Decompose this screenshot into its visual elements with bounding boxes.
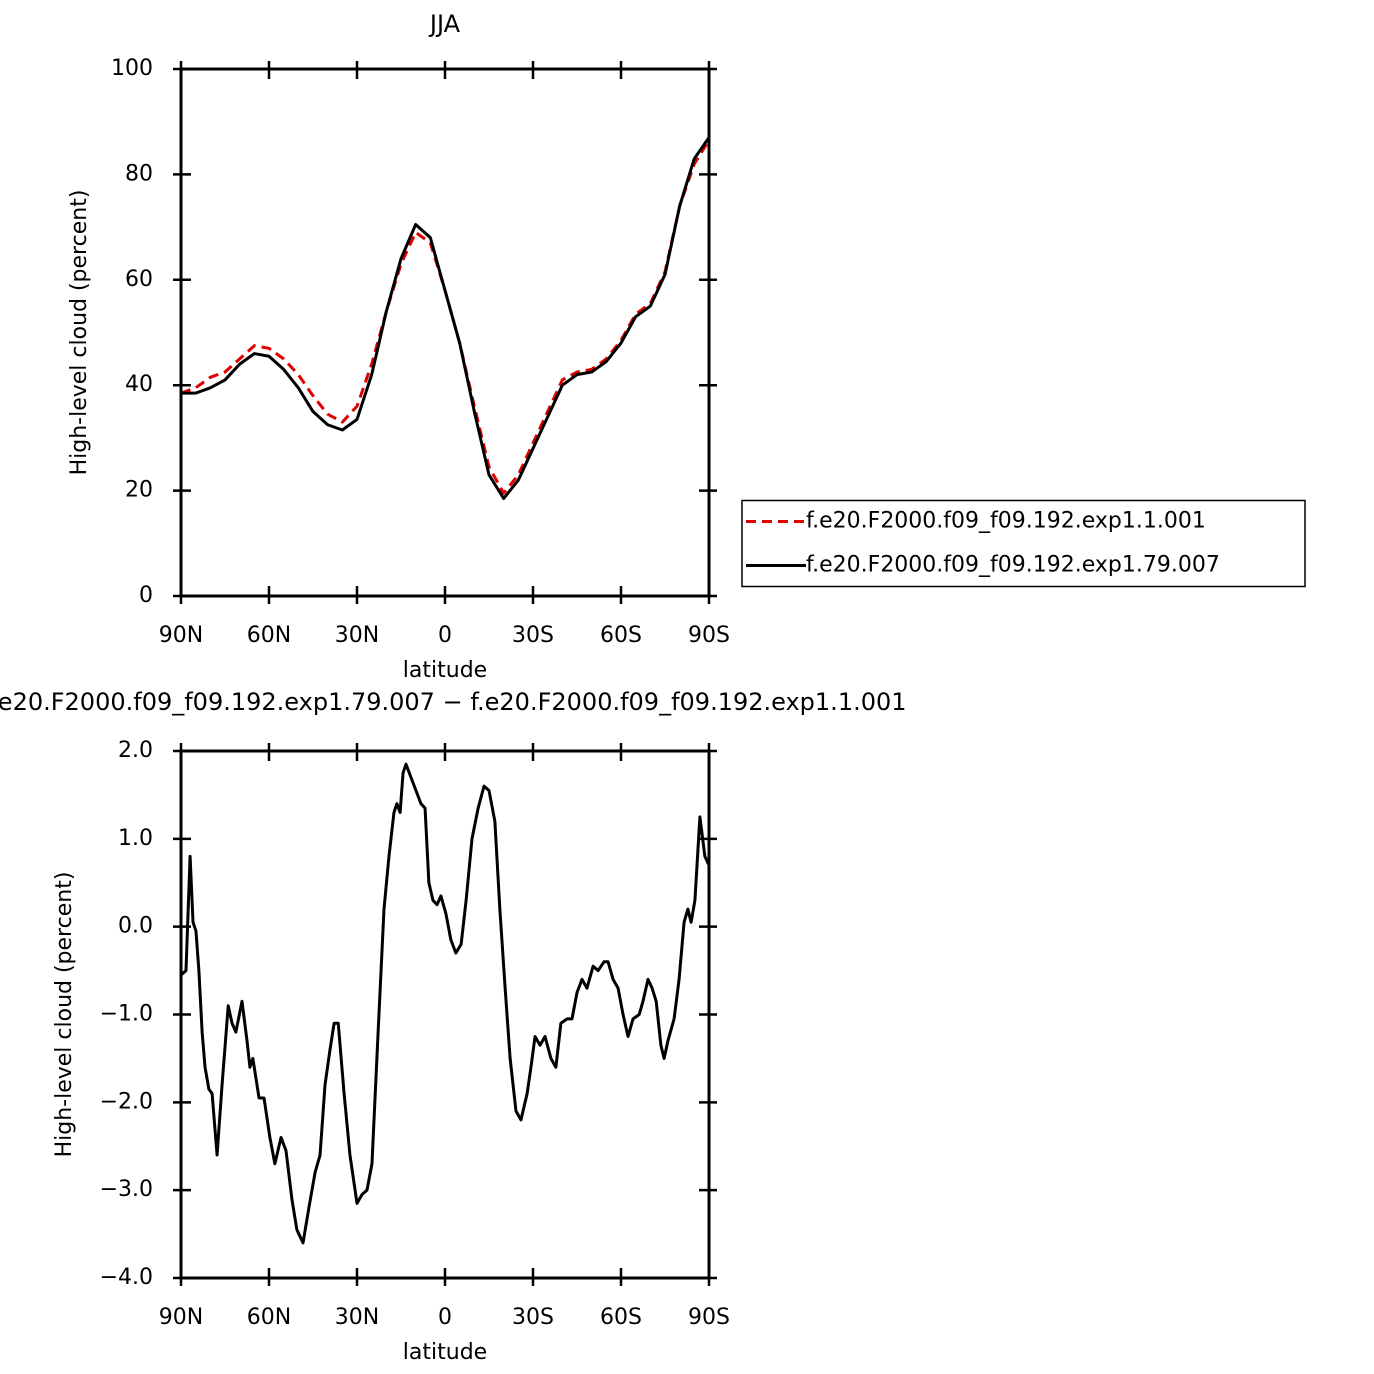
y-tick-label: −2.0 xyxy=(100,1089,153,1114)
y-tick-label: −3.0 xyxy=(100,1177,153,1202)
x-tick-label: 30S xyxy=(512,1305,554,1330)
data-line xyxy=(180,139,711,495)
y-tick-label: 1.0 xyxy=(118,826,153,851)
x-tick-label: 90N xyxy=(159,1305,203,1330)
x-axis-label: latitude xyxy=(403,1340,487,1365)
x-tick-label: 0 xyxy=(438,1305,452,1330)
y-tick-label: 2.0 xyxy=(118,738,153,763)
chart-title: JJA xyxy=(428,10,461,38)
y-tick-label: 0 xyxy=(139,583,153,608)
legend-label: f.e20.F2000.f09_f09.192.exp1.79.007 xyxy=(806,553,1220,578)
legend-label: f.e20.F2000.f09_f09.192.exp1.1.001 xyxy=(806,509,1206,534)
data-line xyxy=(180,762,711,1245)
x-tick-label: 60N xyxy=(247,623,291,648)
legend-box xyxy=(741,499,1306,588)
x-tick-label: 90N xyxy=(159,623,203,648)
y-tick-label: 60 xyxy=(125,267,153,292)
data-line xyxy=(181,136,711,500)
y-tick-label: 40 xyxy=(125,372,153,397)
x-tick-label: 90S xyxy=(688,623,730,648)
y-tick-label: −4.0 xyxy=(100,1265,153,1290)
x-tick-label: 60N xyxy=(247,1305,291,1330)
y-tick-label: 80 xyxy=(125,161,153,186)
y-axis-label: High-level cloud (percent) xyxy=(67,190,92,476)
y-tick-label: −1.0 xyxy=(100,1002,153,1027)
x-tick-label: 30S xyxy=(512,623,554,648)
x-tick-label: 90S xyxy=(688,1305,730,1330)
y-tick-label: 0.0 xyxy=(118,914,153,939)
plot-frame xyxy=(179,749,711,1280)
y-tick-label: 20 xyxy=(125,478,153,503)
plot-frame xyxy=(179,67,711,598)
y-axis-label: High-level cloud (percent) xyxy=(52,872,77,1158)
x-tick-label: 60S xyxy=(600,623,642,648)
x-tick-label: 30N xyxy=(335,623,379,648)
chart-title: f.e20.F2000.f09_f09.192.exp1.79.007 − f.… xyxy=(0,688,907,716)
y-tick-label: 100 xyxy=(111,56,153,81)
x-tick-label: 0 xyxy=(438,623,452,648)
legend: f.e20.F2000.f09_f09.192.exp1.1.001 f.e20.… xyxy=(741,499,1306,588)
x-tick-label: 60S xyxy=(600,1305,642,1330)
x-tick-label: 30N xyxy=(335,1305,379,1330)
x-axis-label: latitude xyxy=(403,658,487,683)
